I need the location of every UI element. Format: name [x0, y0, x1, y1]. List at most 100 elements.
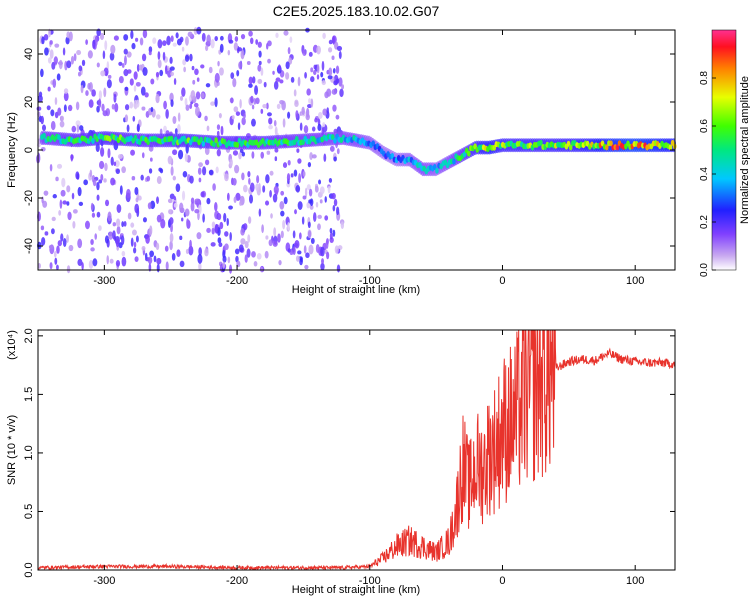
- noise-speck: [41, 124, 47, 132]
- noise-speck: [218, 242, 223, 248]
- noise-speck: [126, 124, 130, 133]
- noise-speck: [198, 247, 202, 256]
- colorbar-ticks: 0.0 0.2 0.4 0.6 0.8: [699, 71, 716, 277]
- noise-speck: [217, 60, 220, 67]
- noise-speck: [304, 72, 307, 79]
- noise-speck: [317, 223, 321, 231]
- noise-speck: [316, 74, 320, 80]
- noise-speck: [258, 182, 261, 193]
- noise-speck: [107, 148, 111, 159]
- signal-cell: [604, 144, 609, 151]
- noise-speck: [175, 32, 179, 39]
- noise-speck: [257, 41, 262, 48]
- noise-speck: [206, 227, 211, 233]
- noise-speck: [112, 230, 116, 240]
- noise-speck: [131, 42, 136, 50]
- noise-speck: [177, 124, 181, 134]
- noise-speck: [322, 122, 326, 128]
- noise-speck: [331, 192, 336, 200]
- noise-speck: [162, 40, 167, 46]
- noise-speck: [77, 258, 83, 267]
- noise-speck: [182, 59, 187, 66]
- noise-speck: [251, 251, 256, 258]
- noise-speck: [66, 234, 69, 243]
- noise-speck: [49, 262, 53, 270]
- noise-speck: [170, 223, 173, 233]
- noise-speck: [162, 51, 166, 61]
- noise-speck: [283, 196, 288, 205]
- noise-speck: [96, 62, 100, 68]
- noise-speck: [214, 223, 219, 234]
- noise-speck: [279, 79, 284, 84]
- noise-speck: [234, 164, 240, 174]
- noise-speck: [169, 92, 174, 102]
- noise-speck: [264, 250, 269, 259]
- noise-speck: [54, 97, 58, 106]
- noise-speck: [181, 217, 184, 222]
- noise-speck: [251, 151, 255, 159]
- noise-speck: [201, 32, 206, 42]
- noise-speck: [224, 231, 229, 237]
- snr-x-tick-label: -300: [93, 575, 115, 587]
- noise-speck: [297, 201, 303, 210]
- noise-speck: [204, 115, 208, 122]
- noise-speck: [114, 160, 120, 168]
- noise-speck: [166, 35, 171, 46]
- noise-speck: [326, 107, 329, 114]
- noise-speck: [302, 49, 307, 57]
- noise-speck: [329, 232, 333, 240]
- noise-speck: [194, 209, 200, 214]
- noise-speck: [206, 34, 211, 45]
- noise-speck: [295, 110, 299, 119]
- noise-speck: [305, 252, 310, 259]
- noise-speck: [107, 74, 112, 79]
- snr-y-axis-label: SNR (10 * v/v): [6, 415, 18, 485]
- noise-speck: [303, 245, 307, 254]
- signal-cell: [214, 137, 218, 144]
- noise-speck: [72, 220, 76, 229]
- noise-speck: [140, 174, 144, 181]
- spectrogram-y-tick-label: -20: [23, 190, 35, 206]
- noise-speck: [63, 104, 67, 113]
- noise-speck: [56, 245, 60, 254]
- noise-speck: [328, 47, 333, 53]
- noise-speck: [149, 250, 155, 258]
- noise-speck: [116, 226, 121, 235]
- noise-speck: [309, 152, 313, 160]
- noise-speck: [98, 225, 102, 232]
- noise-speck: [328, 178, 333, 183]
- noise-speck: [94, 233, 98, 240]
- noise-speck: [89, 169, 93, 178]
- noise-speck: [282, 219, 286, 230]
- noise-speck: [54, 257, 58, 265]
- noise-speck: [124, 114, 129, 123]
- noise-speck: [324, 215, 329, 221]
- noise-speck: [208, 66, 213, 74]
- noise-speck: [260, 67, 264, 77]
- noise-speck: [331, 88, 337, 95]
- noise-speck: [149, 225, 153, 236]
- noise-speck: [189, 103, 193, 109]
- noise-speck: [157, 59, 162, 69]
- noise-speck: [92, 258, 98, 267]
- noise-speck: [56, 163, 63, 169]
- noise-speck: [314, 185, 319, 193]
- noise-speck: [99, 32, 105, 41]
- noise-speck: [313, 64, 317, 70]
- noise-speck: [332, 229, 336, 237]
- noise-speck: [49, 49, 54, 59]
- noise-speck: [87, 50, 93, 59]
- noise-speck: [173, 202, 178, 208]
- noise-speck: [317, 112, 323, 119]
- noise-speck: [315, 201, 319, 208]
- noise-speck: [152, 37, 157, 44]
- noise-speck: [67, 211, 72, 221]
- noise-speck: [196, 232, 202, 240]
- noise-speck: [133, 85, 137, 92]
- noise-speck: [115, 168, 121, 175]
- noise-speck: [197, 253, 203, 264]
- noise-speck: [75, 120, 81, 127]
- noise-speck: [123, 48, 128, 55]
- noise-speck: [106, 255, 109, 265]
- noise-speck: [258, 60, 262, 66]
